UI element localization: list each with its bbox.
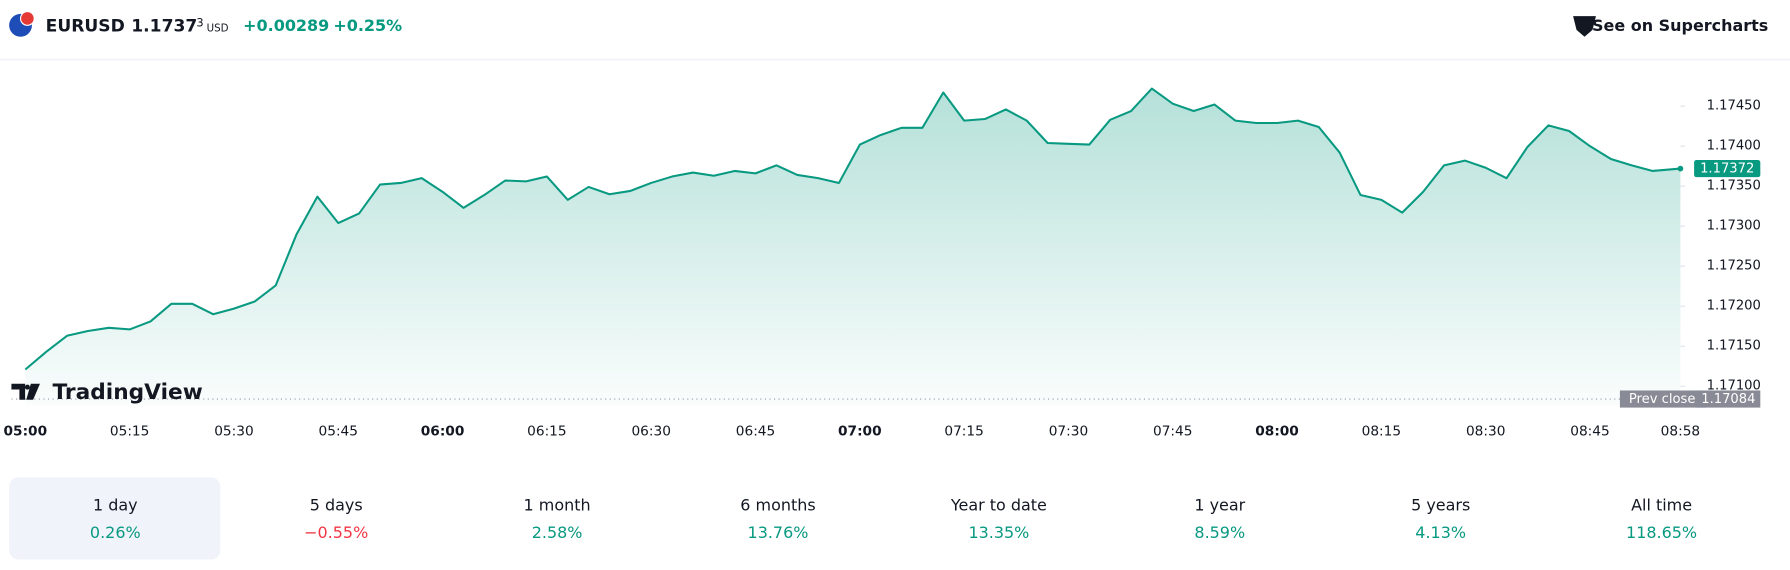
period-bg[interactable] [1555, 477, 1767, 560]
x-tick-label: 07:00 [838, 424, 882, 440]
period-bg[interactable] [230, 477, 442, 560]
periods: 1 day 0.26% 5 days −0.55% 1 month 2.58% 6 mont… [9, 477, 1767, 560]
x-tick-label: 05:15 [110, 424, 149, 440]
period-card[interactable]: 1 month 2.58% [450, 477, 663, 560]
price-line [24, 87, 1681, 371]
logo-icon [11, 383, 40, 400]
period-value[interactable]: 13.35% [968, 523, 1029, 542]
period-label[interactable]: 6 months [740, 495, 815, 514]
x-tick-label: 06:15 [527, 424, 566, 440]
x-tick-label: 05:00 [4, 424, 48, 440]
x-tick-label: 05:45 [319, 424, 358, 440]
period-card[interactable]: 6 months 13.76% [671, 477, 884, 560]
supercharts-link[interactable]: See on Supercharts [1573, 16, 1768, 37]
last-point [1677, 165, 1684, 172]
prev-close-text: Prev close [1629, 392, 1696, 407]
area-fill [25, 88, 1681, 406]
y-tick-label: 1.17350 [1707, 179, 1761, 194]
period-bg[interactable] [9, 477, 221, 560]
currency: USD [207, 23, 229, 35]
price: 1.1737 [131, 16, 197, 36]
period-label[interactable]: 1 year [1194, 495, 1245, 514]
period-card[interactable]: All time 118.65% [1555, 477, 1767, 560]
x-tick-label: 07:15 [944, 424, 983, 440]
period-card[interactable]: Year to date 13.35% [892, 477, 1104, 560]
period-value[interactable]: 2.58% [532, 523, 583, 542]
period-value[interactable]: −0.55% [304, 523, 368, 542]
period-value[interactable]: 4.13% [1415, 523, 1466, 542]
chart: 1.17100 1.17150 1.17200 1.17250 1.17300 1.173… [4, 87, 1761, 440]
period-label[interactable]: 5 years [1411, 495, 1470, 514]
prev-close-tag [1619, 390, 1706, 408]
period-value[interactable]: 13.76% [748, 523, 809, 542]
period-label[interactable]: Year to date [950, 495, 1047, 514]
period-value[interactable]: 0.26% [90, 523, 141, 542]
last-price-tag [1694, 160, 1761, 178]
symbol: EURUSD [46, 16, 125, 36]
x-tick-label: 08:45 [1570, 424, 1609, 440]
period-card[interactable]: 5 days −0.55% [230, 477, 442, 560]
x-tick-label: 07:45 [1153, 424, 1192, 440]
period-card[interactable]: 5 years 4.13% [1334, 477, 1546, 560]
period-value[interactable]: 118.65% [1626, 523, 1697, 542]
x-tick-label: 06:45 [736, 424, 775, 440]
prev-close-value-tag [1696, 390, 1761, 408]
x-tick-label: 08:58 [1661, 424, 1700, 440]
y-tick-label: 1.17100 [1707, 379, 1761, 394]
period-label[interactable]: 5 days [310, 495, 363, 514]
y-tick-label: 1.17400 [1707, 139, 1761, 154]
logo-dot [24, 384, 30, 390]
period-card[interactable]: 1 day 0.26% [9, 477, 221, 560]
logo-text: TradingView [53, 380, 203, 405]
x-tick-label: 06:30 [631, 424, 670, 440]
period-bg[interactable] [1113, 477, 1325, 560]
y-tick-label: 1.17250 [1707, 259, 1761, 274]
x-tick-label: 06:00 [421, 424, 465, 440]
period-label[interactable]: 1 month [524, 495, 591, 514]
y-tick-label: 1.17450 [1707, 99, 1761, 114]
last-price-label: 1.17372 [1700, 162, 1754, 177]
period-value[interactable]: 8.59% [1194, 523, 1245, 542]
period-bg[interactable] [892, 477, 1104, 560]
x-tick-label: 08:30 [1466, 424, 1505, 440]
y-tick-label: 1.17300 [1707, 219, 1761, 234]
flag-icon [9, 11, 35, 37]
period-bg[interactable] [1334, 477, 1546, 560]
change-pct: +0.25% [333, 16, 402, 35]
x-tick-label: 08:15 [1362, 424, 1401, 440]
prev-close-value: 1.17084 [1701, 392, 1755, 407]
supercharts-icon [1573, 16, 1596, 37]
period-label[interactable]: All time [1631, 495, 1692, 514]
y-tick-label: 1.17200 [1707, 299, 1761, 314]
period-bg[interactable] [671, 477, 884, 560]
x-tick-label: 07:30 [1049, 424, 1088, 440]
period-bg[interactable] [450, 477, 663, 560]
change: +0.00289 [243, 16, 329, 35]
period-card[interactable]: 1 year 8.59% [1113, 477, 1325, 560]
x-tick-label: 08:00 [1255, 424, 1299, 440]
price-sup: 3 [196, 16, 203, 30]
supercharts-text[interactable]: See on Supercharts [1592, 16, 1768, 35]
tradingview-logo: TradingView [11, 380, 203, 405]
y-tick-label: 1.17150 [1707, 339, 1761, 354]
x-tick-label: 05:30 [214, 424, 253, 440]
period-label[interactable]: 1 day [93, 495, 138, 514]
